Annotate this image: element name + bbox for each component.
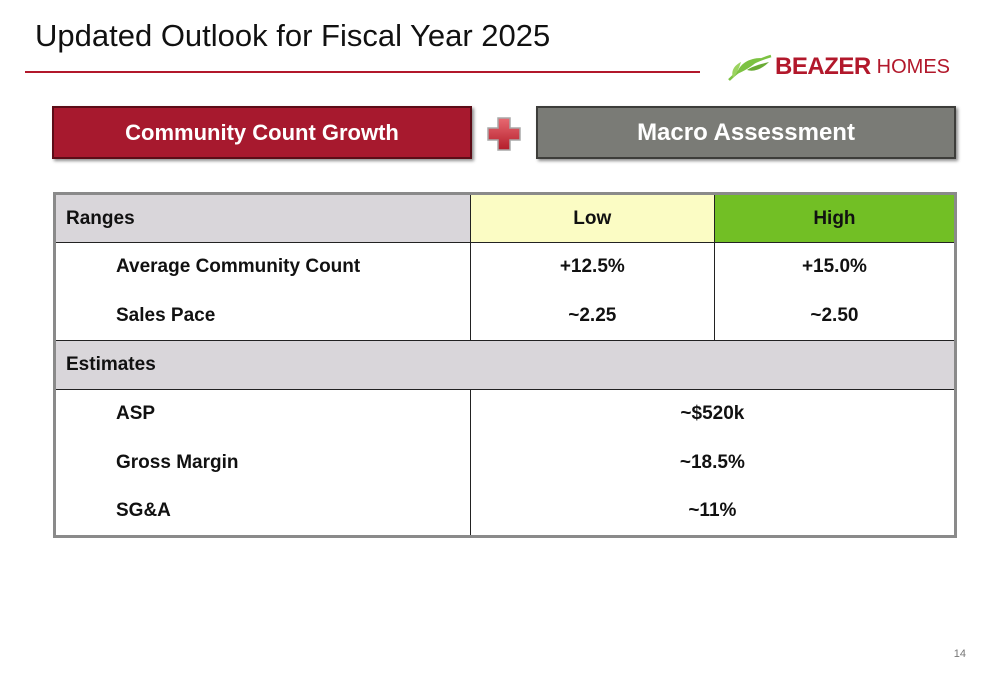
logo-suffix-text: HOMES — [876, 55, 951, 78]
table-row: ASP ~$520k — [54, 389, 956, 439]
ranges-header-row: Ranges Low High — [54, 193, 956, 243]
title-divider — [25, 71, 700, 73]
estimates-header: Estimates — [54, 340, 956, 390]
page-number: 14 — [953, 648, 966, 660]
estimate-value: ~18.5% — [679, 452, 745, 473]
row-label: ASP — [54, 389, 471, 439]
high-value: +15.0% — [714, 242, 956, 292]
low-value: ~2.25 — [470, 291, 715, 341]
estimates-header-row: Estimates — [54, 340, 956, 390]
high-value: ~2.50 — [810, 304, 859, 326]
high-header: High — [714, 193, 956, 243]
low-header: Low — [470, 193, 715, 243]
table-row: SG&A ~11% — [54, 487, 956, 537]
page-title: Updated Outlook for Fiscal Year 2025 — [35, 18, 551, 53]
low-value: +12.5% — [470, 242, 715, 292]
table-row: Sales Pace ~2.25 ~2.50 — [54, 291, 956, 341]
plus-icon — [487, 117, 521, 151]
ranges-header: Ranges — [54, 193, 471, 243]
macro-assessment-banner: Macro Assessment — [536, 106, 956, 159]
table-row: Average Community Count +12.5% +15.0% — [54, 242, 956, 292]
row-label: Gross Margin — [54, 438, 471, 488]
estimate-value: ~$520k — [470, 389, 956, 439]
row-label: SG&A — [54, 487, 471, 537]
row-label: Sales Pace — [54, 291, 471, 341]
community-count-growth-banner: Community Count Growth — [52, 106, 472, 159]
leaf-logo-icon — [728, 54, 772, 81]
company-logo: BEAZER HOMES — [727, 52, 950, 82]
logo-brand-text: BEAZER — [775, 53, 871, 80]
outlook-table: Ranges Low High Average Community Count … — [53, 192, 957, 538]
table-row: Gross Margin ~18.5% — [54, 438, 956, 488]
estimate-value: ~11% — [688, 500, 737, 522]
row-label: Average Community Count — [54, 242, 471, 292]
